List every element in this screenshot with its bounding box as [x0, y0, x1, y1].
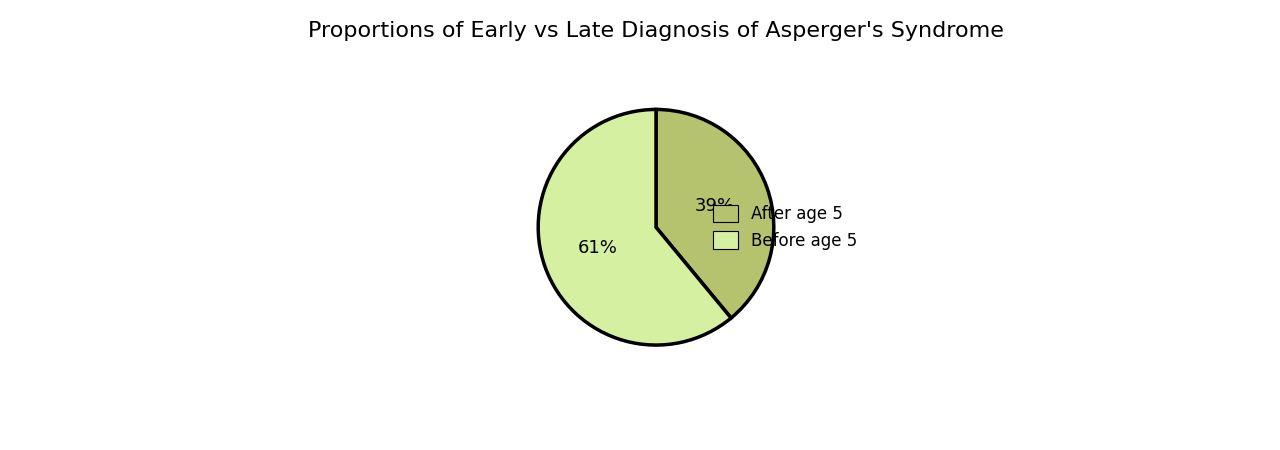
- Legend: After age 5, Before age 5: After age 5, Before age 5: [705, 198, 864, 256]
- Text: 39%: 39%: [695, 197, 735, 215]
- Text: 61%: 61%: [577, 239, 617, 257]
- Title: Proportions of Early vs Late Diagnosis of Asperger's Syndrome: Proportions of Early vs Late Diagnosis o…: [308, 21, 1004, 41]
- Wedge shape: [538, 109, 731, 345]
- Wedge shape: [655, 109, 774, 318]
